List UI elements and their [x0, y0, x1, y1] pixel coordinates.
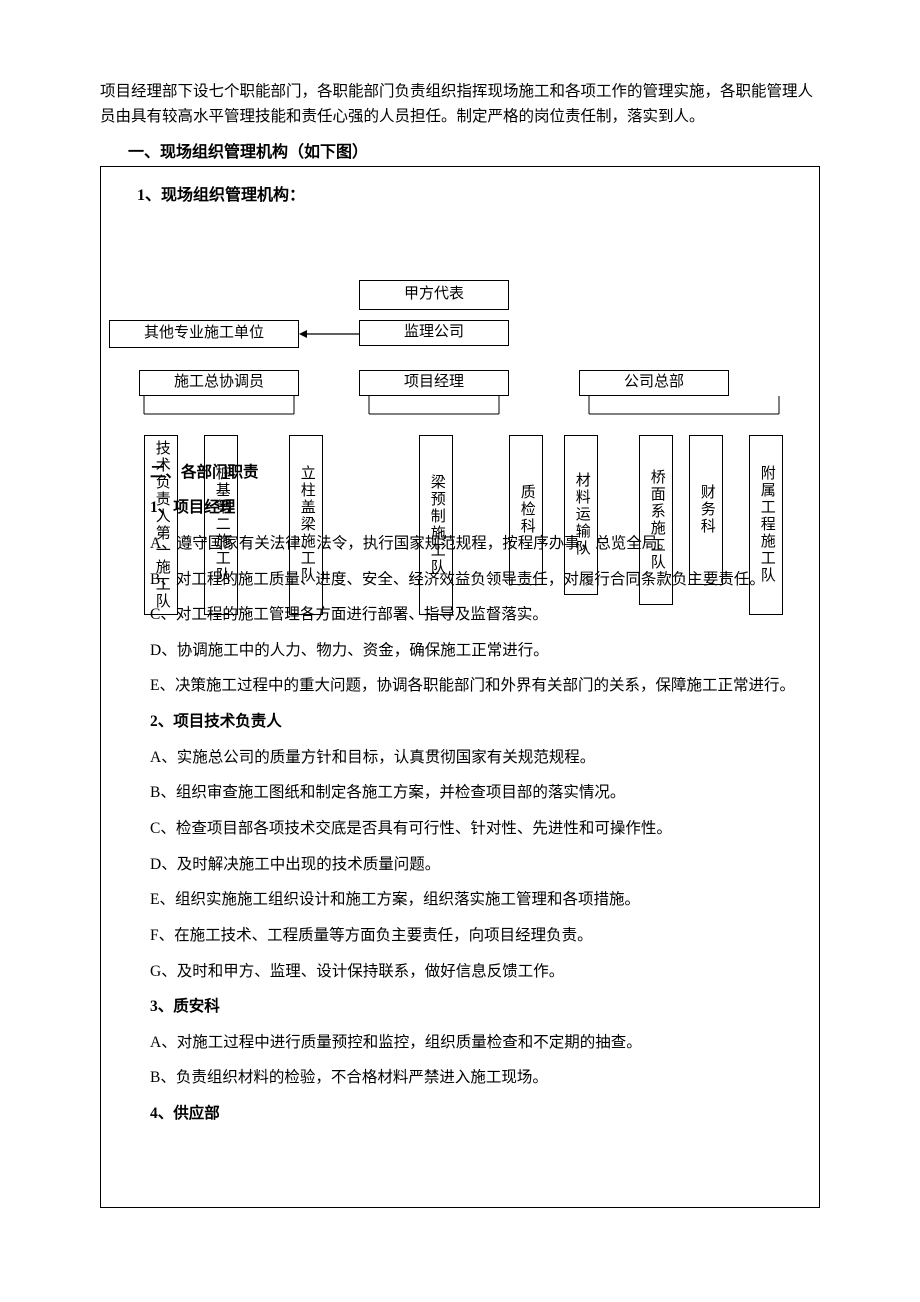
sec4-title: 4、供应部	[109, 1096, 801, 1132]
node-coordinator: 施工总协调员	[139, 370, 299, 396]
node-jianli: 监理公司	[359, 320, 509, 346]
sec2-d: D、及时解决施工中出现的技术质量问题。	[109, 847, 801, 883]
sec3-a: A、对施工过程中进行质量预控和监控，组织质量检查和不定期的抽查。	[109, 1025, 801, 1061]
heading-1: 一、现场组织管理机构（如下图）	[128, 138, 820, 162]
sec2-title: 二、各部门职责	[109, 455, 801, 491]
sec2b-title: 2、项目技术负责人	[109, 704, 801, 740]
sec2-f: F、在施工技术、工程质量等方面负主要责任，向项目经理负责。	[109, 918, 801, 954]
node-other-unit: 其他专业施工单位	[109, 320, 299, 348]
sec1-e: E、决策施工过程中的重大问题，协调各职能部门和外界有关部门的关系，保障施工正常进…	[109, 668, 801, 704]
sec2-b: B、组织审查施工图纸和制定各施工方案，并检查项目部的落实情况。	[109, 775, 801, 811]
body-text: 二、各部门职责 1、项目经理 A、遵守国家有关法律、法令，执行国家规范规程，按程…	[109, 455, 811, 1132]
sec3-b: B、负责组织材料的检验，不合格材料严禁进入施工现场。	[109, 1060, 801, 1096]
node-hq: 公司总部	[579, 370, 729, 396]
sec2-a: A、实施总公司的质量方针和目标，认真贯彻国家有关规范规程。	[109, 740, 801, 776]
sec3-title: 3、质安科	[109, 989, 801, 1025]
outer-box: 1、现场组织管理机构： 甲方代表 监理公司 其他专业施工单位 施工总协调员 项目…	[100, 166, 820, 1208]
connector-c	[589, 396, 779, 416]
sec1-b: B、对工程的施工质量、进度、安全、经济效益负领导责任，对履行合同条款负主要责任。	[109, 562, 801, 598]
heading-2: 1、现场组织管理机构：	[137, 181, 811, 205]
page: 项目经理部下设七个职能部门，各职能部门负责组织指挥现场施工和各项工作的管理实施，…	[0, 0, 920, 1248]
node-jiafang: 甲方代表	[359, 280, 509, 310]
org-chart: 甲方代表 监理公司 其他专业施工单位 施工总协调员 项目经理 公司总部	[109, 225, 811, 595]
connector-a	[144, 396, 294, 416]
sec1-a: A、遵守国家有关法律、法令，执行国家规范规程，按程序办事，总览全局。	[109, 526, 801, 562]
node-pm: 项目经理	[359, 370, 509, 396]
arrow-icon	[299, 333, 359, 335]
sec2-g: G、及时和甲方、监理、设计保持联系，做好信息反馈工作。	[109, 954, 801, 990]
sec2-c: C、检查项目部各项技术交底是否具有可行性、针对性、先进性和可操作性。	[109, 811, 801, 847]
intro-paragraph: 项目经理部下设七个职能部门，各职能部门负责组织指挥现场施工和各项工作的管理实施，…	[100, 80, 820, 130]
sec1-c: C、对工程的施工管理各方面进行部署、指导及监督落实。	[109, 597, 801, 633]
sec1-title: 1、项目经理	[109, 490, 801, 526]
sec2-e: E、组织实施施工组织设计和施工方案，组织落实施工管理和各项措施。	[109, 882, 801, 918]
sec1-d: D、协调施工中的人力、物力、资金，确保施工正常进行。	[109, 633, 801, 669]
connector-b	[369, 396, 499, 416]
